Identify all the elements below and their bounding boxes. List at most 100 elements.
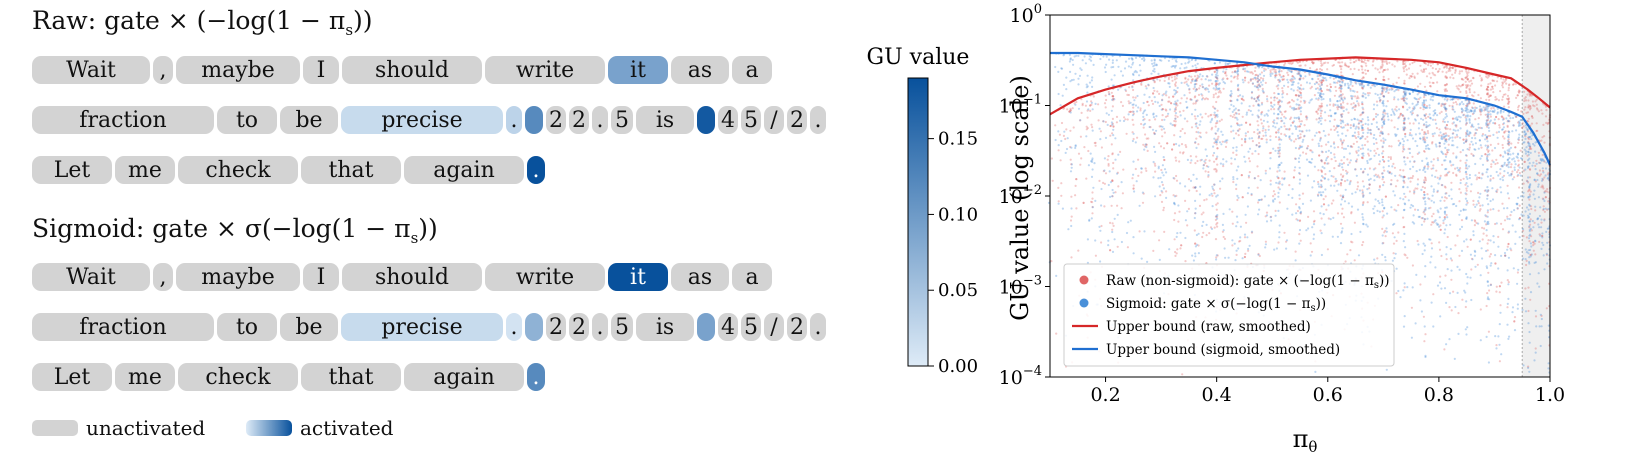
data-point — [1524, 248, 1527, 251]
data-point — [1140, 171, 1143, 174]
data-point — [1501, 81, 1504, 84]
data-point — [1319, 193, 1322, 196]
data-point — [1465, 85, 1468, 88]
data-point — [1443, 199, 1446, 202]
data-point — [1402, 145, 1405, 148]
data-point — [1481, 204, 1484, 207]
data-point — [1240, 97, 1243, 100]
data-point — [1465, 187, 1468, 190]
data-point — [1429, 261, 1432, 264]
data-point — [1212, 93, 1215, 96]
data-point — [1376, 175, 1379, 178]
data-point — [1487, 134, 1490, 138]
data-point — [1170, 65, 1173, 68]
data-point — [1416, 183, 1419, 186]
data-point — [1219, 187, 1222, 190]
data-point — [1534, 315, 1538, 318]
token: again — [404, 363, 524, 391]
data-point — [1244, 213, 1247, 216]
data-point — [1270, 96, 1273, 99]
data-point — [1163, 79, 1166, 82]
data-point — [1301, 192, 1305, 195]
data-point — [1450, 309, 1453, 312]
data-point — [1165, 190, 1168, 193]
data-point — [1221, 177, 1224, 180]
data-point — [1403, 126, 1406, 129]
data-point — [1464, 76, 1467, 79]
data-point — [1464, 171, 1467, 174]
data-point — [1269, 179, 1272, 182]
data-point — [1450, 269, 1453, 272]
token: fraction — [32, 106, 214, 134]
data-point — [1231, 244, 1234, 247]
data-point — [1318, 154, 1321, 157]
data-point — [1384, 235, 1387, 238]
data-point — [1464, 154, 1468, 157]
data-point — [1472, 102, 1475, 105]
data-point — [1090, 100, 1093, 103]
data-point — [1179, 114, 1182, 117]
data-point — [1426, 193, 1429, 196]
data-point — [1532, 161, 1535, 164]
data-point — [1436, 81, 1439, 84]
data-point — [1441, 184, 1444, 187]
data-point — [1342, 168, 1345, 171]
data-point — [1205, 234, 1208, 237]
data-point — [1310, 149, 1313, 152]
data-point — [1127, 93, 1130, 97]
data-point — [1210, 128, 1213, 131]
data-point — [1354, 81, 1357, 84]
data-point — [1205, 97, 1208, 100]
data-point — [1340, 178, 1343, 181]
data-point — [1214, 80, 1217, 83]
data-point — [1527, 365, 1530, 368]
data-point — [1495, 170, 1498, 174]
data-point — [1281, 183, 1284, 186]
data-point — [1310, 85, 1313, 88]
data-point — [1452, 101, 1455, 104]
data-point — [1429, 117, 1432, 120]
data-point — [1299, 110, 1302, 113]
data-point — [1467, 101, 1470, 104]
data-point — [1367, 148, 1370, 151]
data-point — [1417, 127, 1420, 130]
data-point — [1247, 109, 1250, 112]
data-point — [1124, 89, 1128, 93]
data-point — [1522, 125, 1525, 128]
data-point — [1527, 120, 1530, 123]
data-point — [1434, 122, 1438, 125]
data-point — [1433, 132, 1436, 135]
data-point — [1311, 61, 1314, 64]
data-point — [1070, 224, 1073, 228]
data-point — [1431, 81, 1434, 84]
data-point — [1373, 174, 1376, 177]
data-point — [1474, 205, 1477, 208]
data-point — [1469, 253, 1472, 256]
data-point — [1258, 94, 1261, 97]
data-point — [1181, 152, 1184, 155]
data-point — [1105, 112, 1108, 115]
data-point — [1381, 175, 1384, 178]
data-point — [1543, 176, 1546, 179]
data-point — [1419, 106, 1422, 110]
data-point — [1443, 142, 1446, 145]
data-point — [1336, 189, 1339, 192]
data-point — [1511, 311, 1514, 314]
data-point — [1397, 117, 1400, 120]
data-point — [1246, 130, 1250, 133]
data-point — [1165, 94, 1168, 97]
data-point — [1341, 81, 1344, 84]
data-point — [1474, 220, 1477, 223]
data-point — [1205, 75, 1208, 78]
data-point — [1361, 106, 1364, 109]
data-point — [1109, 221, 1112, 224]
data-point — [1516, 203, 1519, 206]
data-point — [1421, 70, 1424, 73]
data-point — [1450, 164, 1453, 167]
data-point — [1297, 160, 1301, 163]
data-point — [1277, 155, 1281, 158]
data-point — [1517, 136, 1521, 139]
data-point — [1215, 256, 1218, 259]
data-point — [1391, 259, 1394, 262]
data-point — [1435, 145, 1438, 148]
